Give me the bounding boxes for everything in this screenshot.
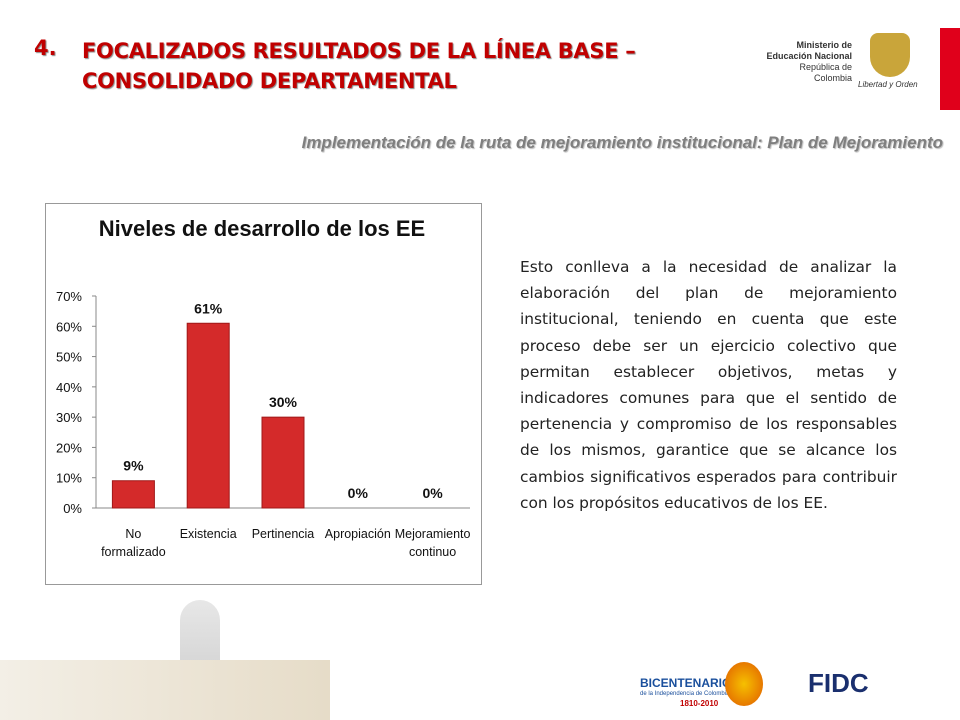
x-tick-label: Existencia <box>179 527 237 541</box>
y-tick-label: 10% <box>56 471 82 486</box>
ministry-logo: Ministerio de Educación Nacional Repúbli… <box>762 40 852 84</box>
coat-of-arms <box>870 33 910 77</box>
x-tick-label: Mejoramiento continuo <box>394 527 471 559</box>
logo-text: República de Colombia <box>799 62 852 83</box>
y-tick-label: 70% <box>56 289 82 304</box>
y-tick-label: 60% <box>56 319 82 334</box>
x-tick-label: No formalizado <box>101 527 166 559</box>
bicentenario-logo: BICENTENARIO <box>640 676 732 690</box>
accent-bar <box>940 28 960 110</box>
heading: FOCALIZADOS RESULTADOS DE LA LÍNEA BASE … <box>82 39 636 93</box>
heading-number: 4. <box>34 36 57 60</box>
data-label: 9% <box>123 458 144 474</box>
chart-title: Niveles de desarrollo de los EE <box>99 216 425 241</box>
sun-logo <box>725 662 763 706</box>
bar <box>261 416 305 509</box>
fidc-logo: FIDC <box>808 668 869 698</box>
paragraph: Esto conlleva a la necesidad de analizar… <box>520 258 897 512</box>
y-tick-label: 20% <box>56 440 82 455</box>
x-tick-label: Pertinencia <box>251 527 315 541</box>
x-tick-label: Apropiación <box>324 527 391 541</box>
book-illustration <box>0 660 330 720</box>
data-label: 0% <box>348 485 369 501</box>
logo-text: de la Independencia de Colombia <box>640 691 730 697</box>
data-label: 0% <box>422 485 443 501</box>
y-tick-label: 40% <box>56 380 82 395</box>
data-label: 61% <box>194 300 223 316</box>
y-tick-label: 30% <box>56 410 82 425</box>
chart-frame <box>45 203 482 585</box>
logo-text: Ministerio de <box>796 40 852 50</box>
motto: Libertad y Orden <box>858 80 918 89</box>
y-tick-label: 50% <box>56 350 82 365</box>
subtitle: Implementación de la ruta de mejoramient… <box>301 133 943 152</box>
data-label: 30% <box>269 394 298 410</box>
bar <box>111 480 155 509</box>
bar <box>186 322 230 509</box>
logo-text: Educación Nacional <box>766 51 852 61</box>
y-tick-label: 0% <box>63 501 82 516</box>
logo-text: 1810-2010 <box>680 699 719 708</box>
